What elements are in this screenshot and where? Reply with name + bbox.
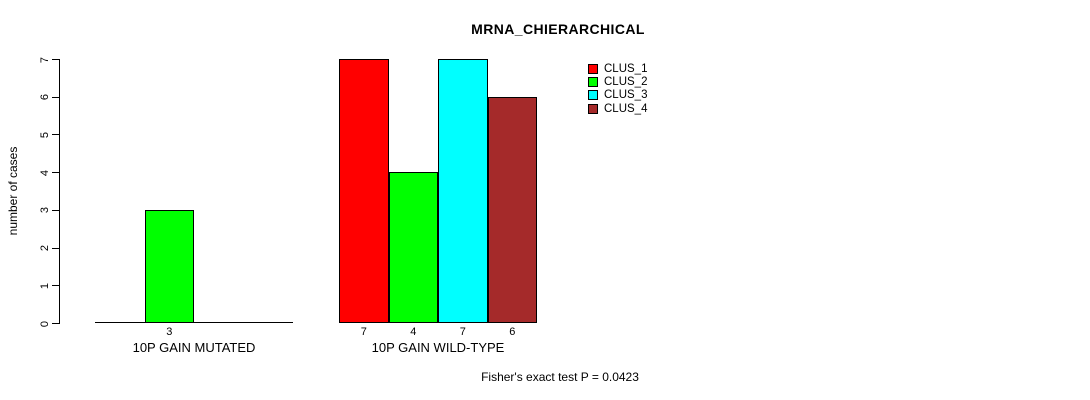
bar-value-label: 4 [410, 326, 417, 338]
bar-value-label: 7 [459, 326, 466, 338]
bar-value-label: 3 [166, 326, 173, 338]
y-axis-tick-label: 0 [39, 320, 51, 327]
y-axis-tick [52, 96, 59, 98]
y-axis-tick [52, 209, 59, 211]
y-axis-tick-label: 4 [39, 169, 51, 176]
x-axis-segment [95, 322, 293, 323]
y-axis-tick-label: 5 [39, 131, 51, 138]
x-axis-group-label: 10P GAIN WILD-TYPE [371, 340, 505, 355]
bar-clus_3 [438, 59, 488, 323]
legend-entry: CLUS_2 [588, 75, 647, 88]
y-axis-tick-label: 2 [39, 245, 51, 252]
y-axis-tick-label: 3 [39, 207, 51, 214]
legend-label: CLUS_2 [604, 76, 648, 89]
legend-swatch-icon [588, 77, 598, 88]
y-axis-line [59, 59, 60, 324]
y-axis-tick [52, 172, 59, 174]
y-axis-tick [52, 323, 59, 324]
legend-entry: CLUS_3 [588, 89, 647, 102]
bar-value-label: 7 [360, 326, 367, 338]
y-axis-tick [52, 247, 59, 249]
legend-swatch-icon [588, 103, 598, 114]
legend-swatch-icon [588, 90, 598, 101]
x-axis-group-label: 10P GAIN MUTATED [132, 340, 256, 355]
y-axis-tick-label: 1 [39, 282, 51, 289]
bar-clus_2 [144, 209, 194, 323]
y-axis-tick [52, 134, 59, 136]
y-axis-tick [52, 285, 59, 287]
legend-swatch-icon [588, 63, 598, 74]
bar-value-label: 6 [509, 326, 516, 338]
legend-label: CLUS_4 [604, 102, 648, 115]
legend: CLUS_1 CLUS_2 CLUS_3 CLUS_4 [588, 62, 647, 116]
legend-entry: CLUS_1 [588, 62, 647, 75]
legend-label: CLUS_1 [604, 62, 648, 75]
legend-entry: CLUS_4 [588, 102, 647, 115]
y-axis-tick-label: 7 [39, 56, 51, 63]
fisher-test-annotation: Fisher's exact test P = 0.0423 [481, 370, 639, 384]
bar-clus_2 [388, 172, 438, 323]
y-axis-tick [52, 59, 59, 60]
bar-clus_1 [339, 59, 389, 323]
chart-title: MRNA_CHIERARCHICAL [471, 21, 645, 37]
bar-clus_4 [487, 96, 537, 323]
legend-label: CLUS_3 [604, 89, 648, 102]
y-axis-tick-label: 6 [39, 94, 51, 101]
